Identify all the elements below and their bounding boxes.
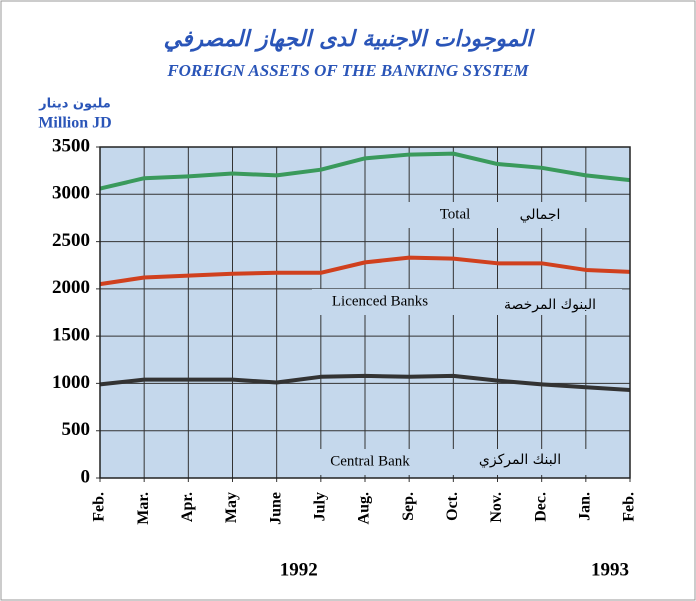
y-tick-label: 2000 [52, 277, 90, 298]
y-tick-label: 1000 [52, 372, 90, 393]
x-tick-label: May [223, 492, 240, 523]
chart-title: FOREIGN ASSETS OF THE BANKING SYSTEM [166, 61, 529, 80]
x-tick-label: Oct. [444, 492, 461, 521]
x-tick-label: Nov. [488, 492, 505, 523]
series-line [99, 151, 631, 191]
y-tick-label: 0 [81, 466, 91, 487]
y-label: Million JD [38, 115, 111, 132]
chart-title-ar: الموجودات الاجنبية لدى الجهاز المصرفي [164, 27, 536, 52]
series-label: Licenced Banks [332, 293, 428, 309]
x-tick-label: Dec. [532, 492, 549, 522]
x-tick-label: Sep. [400, 492, 417, 521]
series-label: Total [440, 206, 471, 222]
y-tick-label: 3000 [52, 183, 90, 204]
x-tick-label: July [312, 492, 329, 521]
series-label-ar: البنك المركزي [479, 452, 561, 468]
y-tick-label: 500 [62, 419, 91, 440]
series-label-bg [312, 289, 622, 315]
x-tick-label: Feb. [91, 492, 108, 522]
plot-border [99, 146, 631, 479]
x-tick-label: Feb. [621, 492, 638, 522]
x-tick-label: June [267, 492, 284, 525]
y-tick-label: 1500 [52, 325, 90, 346]
series-label-ar: اجمالي [520, 207, 561, 223]
year-label: 1992 [280, 559, 318, 580]
y-tick-label: 2500 [52, 230, 90, 251]
y-label-ar: مليون دينار [38, 97, 111, 112]
series-line [99, 255, 631, 287]
y-tick-label: 3500 [52, 135, 90, 156]
x-tick-label: Jan. [577, 492, 594, 521]
x-tick-label: Apr. [179, 492, 196, 522]
x-tick-label: Aug. [356, 492, 373, 524]
series-label-ar: البنوك المرخصة [504, 297, 596, 313]
series-label-bg [302, 449, 592, 475]
series-label-bg [387, 202, 612, 228]
series-line [99, 373, 631, 393]
x-tick-label: Mar. [135, 492, 152, 525]
year-label: 1993 [591, 559, 629, 580]
series-label: Central Bank [330, 453, 410, 469]
